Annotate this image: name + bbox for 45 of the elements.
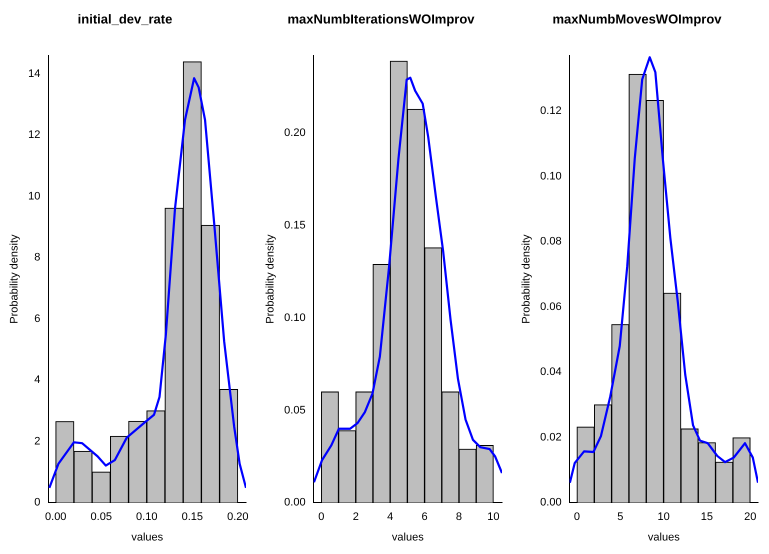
y-tick-label: 0.15 — [284, 220, 306, 232]
x-tick-label: 0.05 — [90, 511, 112, 524]
x-tick-label: 20 — [744, 511, 756, 524]
y-tick-label: 14 — [28, 68, 40, 80]
y-tick-label: 6 — [34, 312, 40, 325]
x-tick-label: 6 — [422, 511, 428, 524]
chart-title: maxNumbMovesWOImprov — [552, 11, 722, 26]
y-tick-label: 0.20 — [284, 127, 306, 140]
x-tick-label: 10 — [487, 511, 500, 524]
x-axis-title: values — [392, 531, 424, 544]
y-axis-title: Probability density — [520, 234, 533, 324]
y-tick-label: 0.10 — [284, 312, 306, 324]
y-tick-label: 0.02 — [540, 431, 562, 444]
x-tick-label: 0 — [318, 511, 324, 524]
y-axis-title: Probability density — [8, 234, 21, 324]
y-tick-label: 0.05 — [284, 404, 306, 416]
y-tick-label: 2 — [34, 435, 40, 448]
x-tick-label: 10 — [657, 511, 670, 524]
x-axis-title: values — [131, 531, 164, 544]
y-tick-label: 8 — [34, 252, 40, 264]
y-tick-label: 12 — [28, 129, 40, 142]
x-tick-label: 0.15 — [182, 511, 203, 524]
x-tick-label: 2 — [352, 511, 359, 524]
x-axis-title: values — [648, 531, 680, 544]
x-tick-label: 15 — [700, 511, 714, 524]
chart-title: initial_dev_rate — [78, 11, 172, 26]
y-tick-label: 0.10 — [540, 170, 562, 182]
y-tick-label: 0.00 — [284, 496, 306, 509]
y-tick-label: 10 — [28, 190, 40, 202]
x-tick-label: 0.20 — [227, 511, 249, 524]
y-tick-label: 0.06 — [540, 300, 562, 313]
x-tick-label: 0.00 — [45, 511, 66, 524]
x-tick-label: 0.10 — [136, 511, 158, 524]
y-axis-title: Probability density — [264, 234, 277, 324]
x-tick-label: 4 — [387, 511, 394, 524]
y-tick-label: 0.12 — [540, 105, 562, 118]
y-tick-label: 4 — [34, 374, 40, 386]
y-tick-label: 0 — [34, 496, 40, 509]
chart-title: maxNumbIterationsWOImprov — [287, 11, 476, 26]
y-tick-label: 0.08 — [540, 236, 562, 248]
x-tick-label: 5 — [617, 511, 624, 524]
x-tick-label: 8 — [456, 511, 462, 524]
x-tick-label: 0 — [574, 511, 580, 524]
y-tick-label: 0.00 — [540, 496, 562, 509]
y-tick-label: 0.04 — [540, 366, 562, 378]
